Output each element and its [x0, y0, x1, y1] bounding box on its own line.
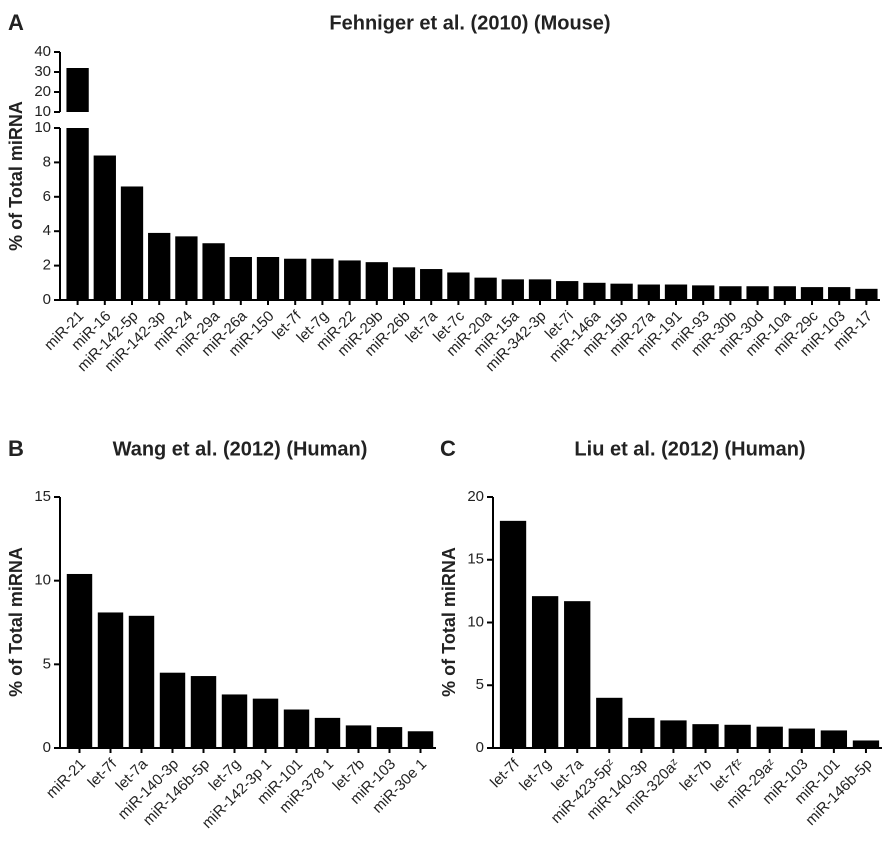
bar: [120, 186, 144, 300]
bar: [311, 258, 334, 300]
y-tick-label: 5: [43, 655, 51, 672]
bar: [820, 730, 848, 748]
bar: [66, 128, 89, 300]
bar: [376, 727, 403, 748]
bar: [148, 232, 171, 300]
bar: [447, 272, 470, 300]
bar-upper: [66, 68, 89, 112]
bar: [229, 257, 252, 300]
bar: [788, 728, 815, 748]
bar: [392, 267, 416, 300]
bar: [692, 285, 715, 300]
bar: [93, 155, 116, 300]
y-tick-label-upper: 10: [34, 103, 51, 120]
y-tick-label: 15: [467, 551, 484, 568]
bar: [596, 697, 623, 748]
bar: [407, 731, 434, 748]
bar: [528, 279, 552, 300]
bar: [202, 243, 225, 300]
y-tick-label: 0: [43, 291, 51, 308]
chart-title: Wang et al. (2012) (Human): [113, 438, 368, 460]
y-tick-label: 10: [467, 613, 484, 630]
y-tick-label: 10: [34, 572, 51, 589]
bar: [852, 740, 880, 748]
bar: [564, 601, 591, 748]
x-tick-label: let-7g: [516, 756, 555, 795]
y-tick-label: 10: [34, 119, 51, 136]
panel-label: C: [440, 436, 456, 461]
bar: [345, 725, 372, 748]
y-tick-label: 0: [43, 739, 51, 756]
bar: [66, 573, 93, 748]
y-axis-label: % of Total miRNA: [439, 547, 459, 697]
bar: [746, 286, 769, 300]
y-tick-label: 15: [34, 488, 51, 505]
y-tick-label-upper: 40: [34, 43, 51, 60]
y-tick-label: 4: [43, 222, 51, 239]
bar: [756, 726, 783, 748]
bar: [283, 709, 310, 748]
bar: [338, 260, 361, 300]
bar: [256, 257, 280, 300]
bar: [252, 698, 279, 748]
y-tick-label-upper: 20: [34, 83, 51, 100]
y-tick-label: 6: [43, 188, 51, 205]
chart-title: Liu et al. (2012) (Human): [574, 438, 805, 460]
x-tick-label: miR-21: [43, 756, 89, 802]
y-tick-label: 8: [43, 153, 51, 170]
y-axis-label: % of Total miRNA: [6, 101, 26, 251]
x-tick-label: let-7f: [487, 755, 523, 791]
bar: [800, 287, 824, 300]
y-tick-label-upper: 30: [34, 63, 51, 80]
y-axis-label: % of Total miRNA: [6, 547, 26, 697]
bar: [664, 284, 688, 300]
bar: [284, 258, 307, 300]
bar: [499, 520, 527, 748]
bar: [531, 596, 559, 748]
bar: [660, 720, 687, 748]
bar: [97, 612, 124, 748]
y-tick-label: 5: [476, 676, 484, 693]
y-tick-label: 0: [476, 739, 484, 756]
bar: [175, 236, 198, 300]
y-tick-label: 20: [467, 488, 484, 505]
bar: [692, 724, 719, 748]
bar: [719, 286, 742, 300]
bar: [855, 288, 878, 300]
x-tick-label: let-7a: [402, 307, 441, 346]
bar: [724, 724, 751, 748]
panel-label: A: [8, 10, 24, 35]
bar: [128, 615, 155, 748]
bar: [828, 287, 851, 300]
bar: [628, 717, 655, 748]
bar: [637, 284, 660, 300]
panel-label: B: [8, 436, 24, 461]
bar: [314, 717, 341, 748]
bar: [501, 279, 524, 300]
bar: [221, 694, 248, 748]
chart-title: Fehniger et al. (2010) (Mouse): [329, 12, 610, 34]
bar: [610, 283, 633, 300]
x-tick-label: let-7b: [677, 756, 716, 795]
bar: [583, 282, 606, 300]
bar: [556, 281, 579, 300]
bar: [190, 676, 217, 748]
bar: [420, 269, 443, 300]
bar: [159, 672, 186, 748]
bar: [365, 262, 388, 300]
bar: [474, 277, 497, 300]
bar: [773, 286, 796, 300]
y-tick-label: 2: [43, 257, 51, 274]
